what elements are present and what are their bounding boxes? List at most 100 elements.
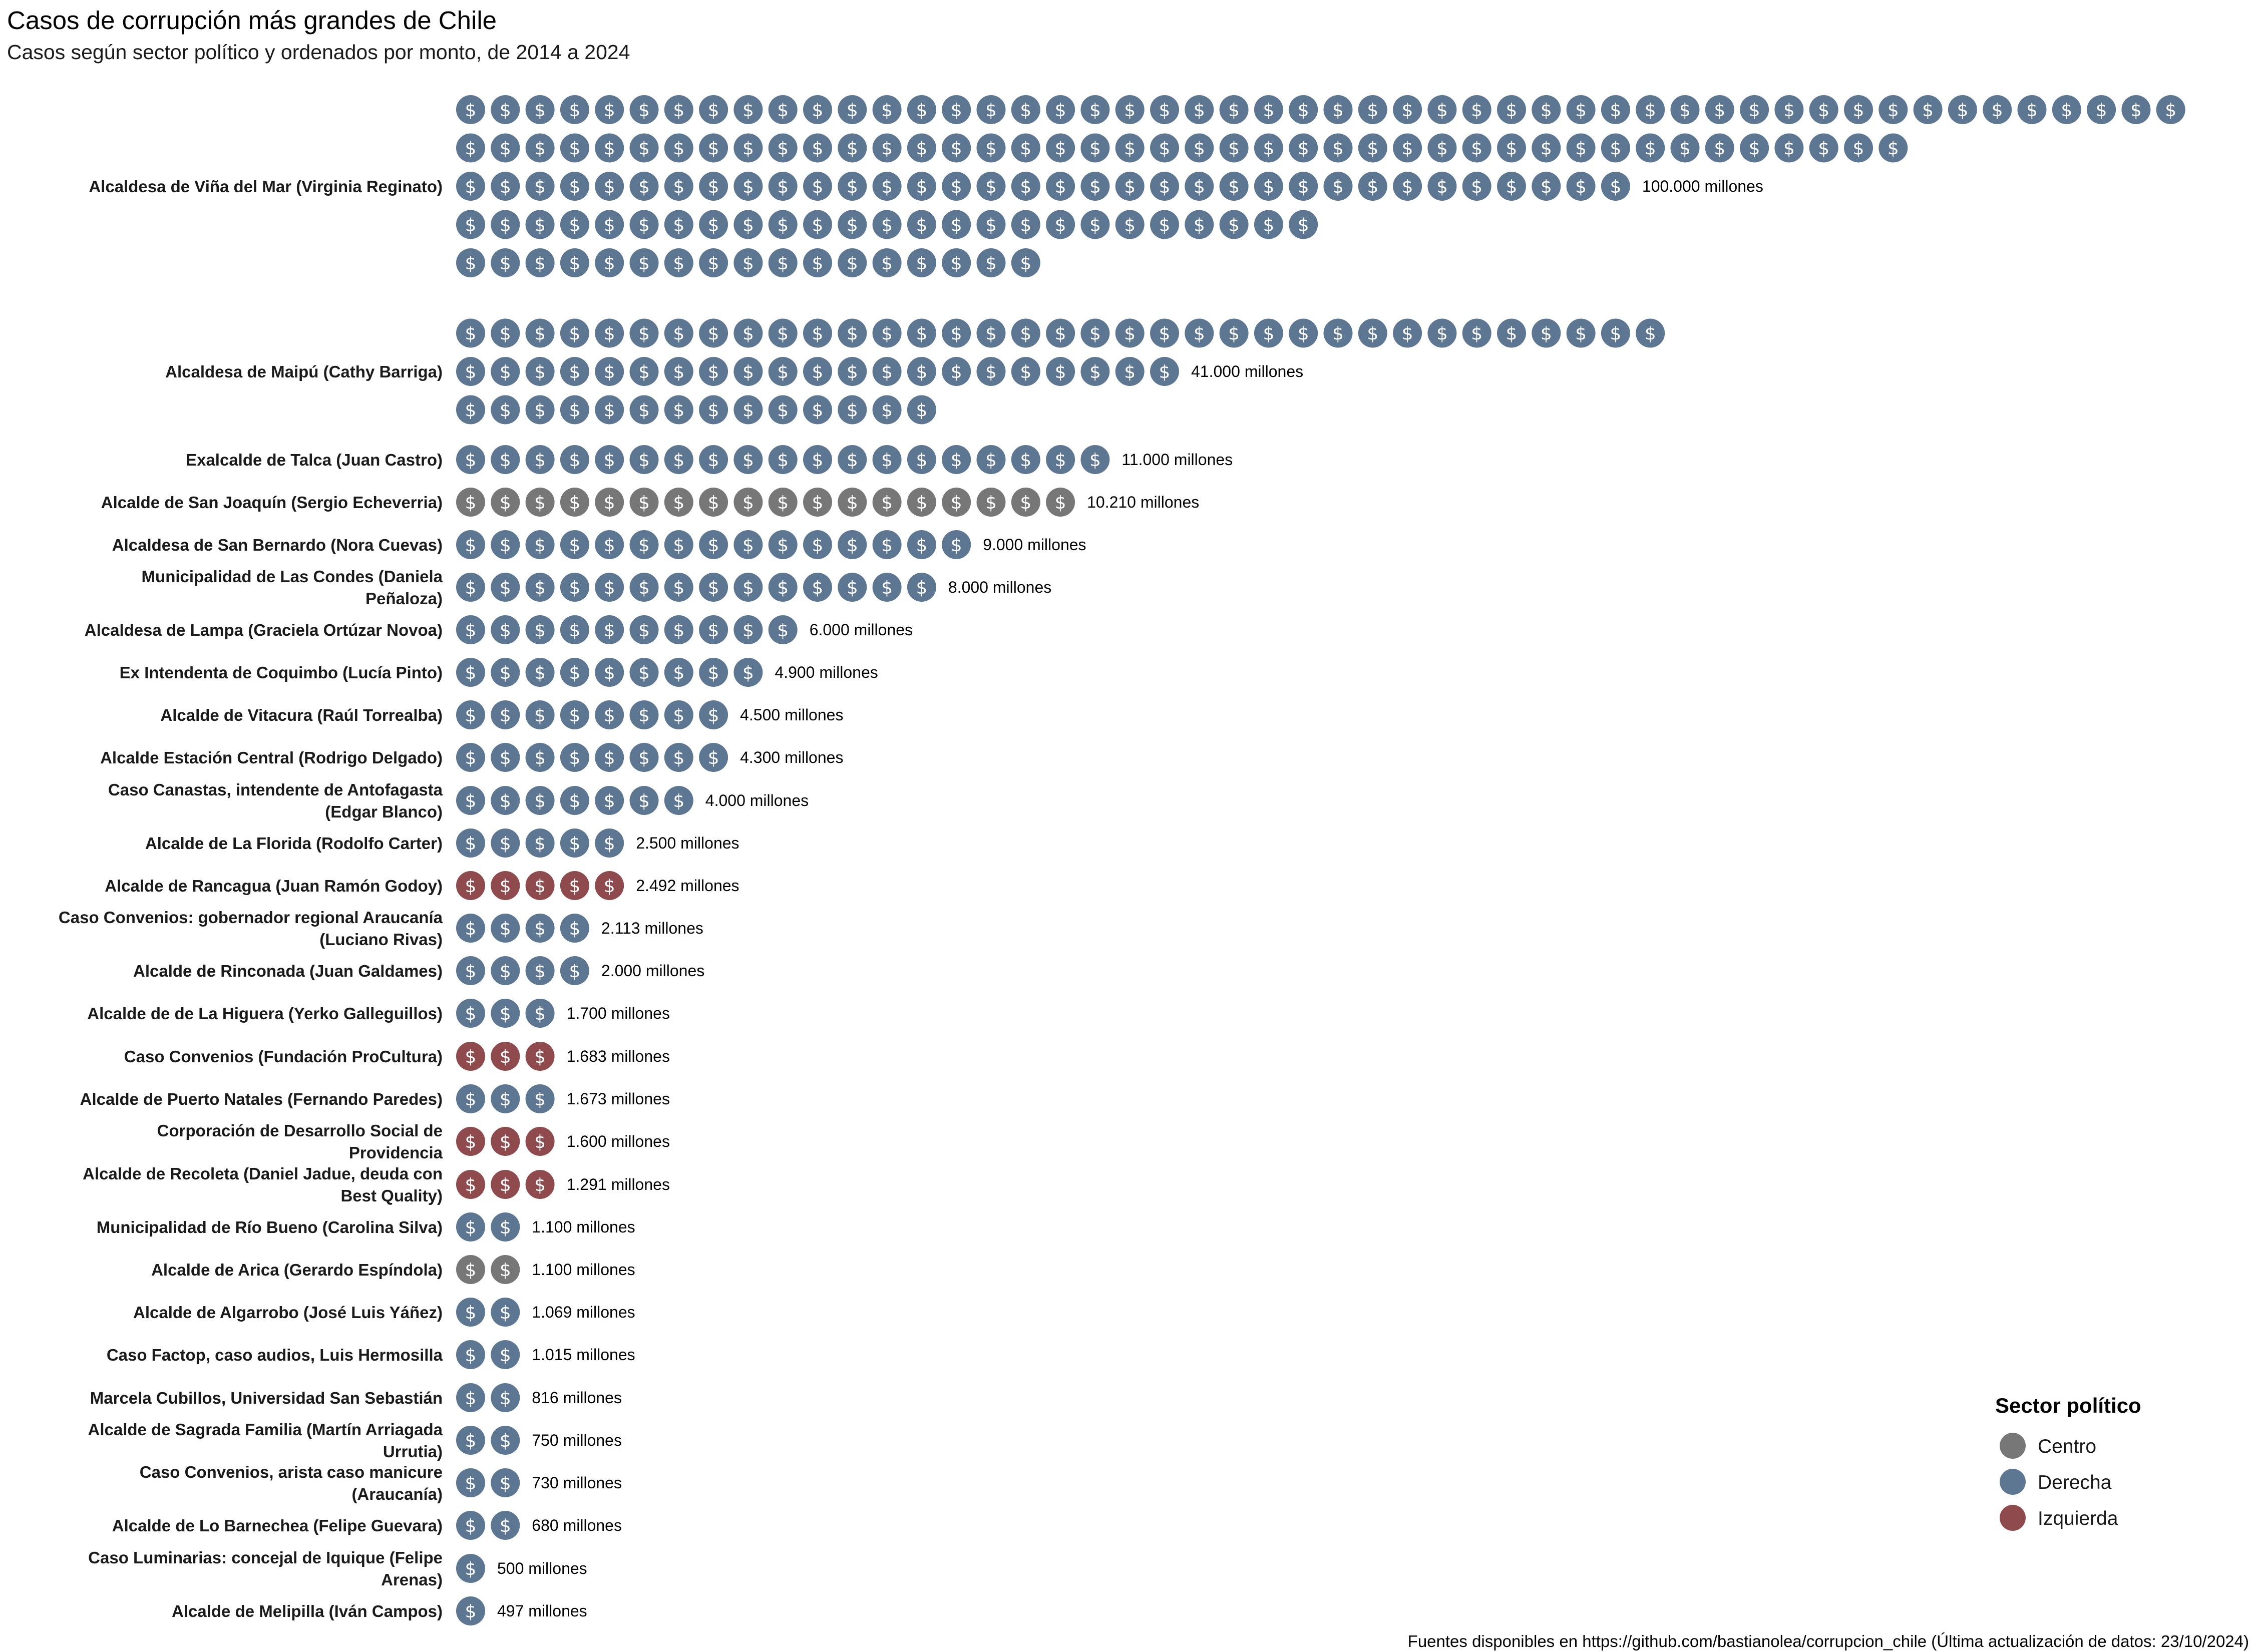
dollar-sign: $ [881,324,893,344]
dollar-sign: $ [638,620,650,641]
dollar-coin-icon [664,318,693,348]
dollar-sign: $ [1471,100,1482,121]
dollar-sign: $ [708,177,719,197]
dollar-sign: $ [638,450,650,471]
dollar-coin-icon [1393,133,1422,163]
dollar-coin-icon [768,95,798,124]
dollar-coin-icon [768,357,798,386]
dollar-sign: $ [812,362,824,382]
dollar-sign: $ [1575,177,1587,197]
dollar-sign: $ [985,362,997,382]
dollar-sign: $ [881,400,893,421]
dollar-sign: $ [673,620,684,641]
dollar-coin-icon [491,1212,520,1242]
dollar-coin-icon [525,488,555,517]
dollar-sign: $ [708,663,719,683]
dollar-sign: $ [985,177,997,197]
dollar-coin-icon [1358,318,1387,348]
dollar-coin-icon [595,210,624,239]
dollar-sign: $ [569,177,580,197]
legend-swatch [2000,1505,2026,1531]
dollar-coin-icon [629,395,659,425]
dollar-sign: $ [569,324,580,344]
dollar-coin-icon [1462,133,1491,163]
dollar-coin-icon [1115,95,1145,124]
dollar-sign: $ [1159,100,1171,121]
dollar-coin-icon [456,1170,485,1199]
amount-label: 1.100 millones [532,1261,635,1279]
dollar-sign: $ [604,748,615,768]
dollar-sign: $ [2165,100,2176,121]
dollar-sign: $ [1124,362,1136,382]
dollar-coin-icon [560,658,589,687]
dollar-coin-icon [491,1170,520,1199]
dollar-coin-icon [1532,172,1561,201]
dollar-sign: $ [465,1047,477,1067]
dollar-coin-icon [1601,318,1630,348]
dollar-sign: $ [1541,177,1552,197]
dollar-sign: $ [847,578,858,598]
dollar-sign: $ [1367,177,1378,197]
dollar-sign: $ [916,100,927,121]
dollar-coin-icon [942,95,971,124]
dollar-sign: $ [777,620,789,641]
dollar-coin-icon [1046,357,1075,386]
dollar-coin-icon [491,573,520,602]
dollar-coin-icon [1601,133,1630,163]
dollar-sign: $ [500,1004,511,1024]
amount-label: 730 millones [532,1474,622,1492]
dollar-sign: $ [465,450,477,471]
case-label: Alcalde de Rancagua (Juan Ramón Godoy) [105,877,443,895]
dollar-coin-icon [768,133,798,163]
dollar-coin-icon [768,172,798,201]
case-label: Alcalde de Recoleta (Daniel Jadue, deuda… [83,1164,443,1205]
case-label: Alcaldesa de Viña del Mar (Virginia Regi… [89,177,443,196]
dollar-sign: $ [534,177,546,197]
dollar-coin-icon [456,700,485,729]
amount-label: 2.113 millones [601,919,703,937]
dollar-sign: $ [951,100,962,121]
dollar-coin-icon [491,615,520,644]
dollar-coin-icon [838,172,867,201]
dollar-sign: $ [465,1559,477,1579]
dollar-coin-icon [629,133,659,163]
dollar-sign: $ [777,139,789,159]
dollar-coin-icon [1497,172,1526,201]
dollar-sign: $ [569,620,580,641]
dollar-sign: $ [673,663,684,683]
dollar-sign: $ [1124,139,1136,159]
dollar-coin-icon [942,318,971,348]
dollar-sign: $ [1298,100,1309,121]
dollar-coin-icon [456,1511,485,1540]
dollar-sign: $ [465,1473,477,1494]
dollar-coin-icon [1566,172,1596,201]
dollar-coin-icon [1150,133,1179,163]
dollar-coin-icon [1185,172,1214,201]
case-label-line: Alcalde de Recoleta (Daniel Jadue, deuda… [83,1164,443,1183]
dollar-sign: $ [708,450,719,471]
dollar-coin-icon [699,615,728,644]
dollar-coin-icon [1080,357,1110,386]
dollar-sign: $ [985,100,997,121]
dollar-coin-icon [733,95,763,124]
dollar-sign: $ [847,324,858,344]
dollar-coin-icon [803,95,832,124]
dollar-sign: $ [1194,177,1205,197]
dollar-coin-icon [525,530,555,559]
dollar-coin-icon [595,445,624,474]
dollar-coin-icon [699,210,728,239]
dollar-coin-icon [1879,95,1908,124]
amount-label: 1.291 millones [567,1175,670,1193]
dollar-sign: $ [1749,100,1760,121]
dollar-coin-icon [768,395,798,425]
dollar-coin-icon [595,133,624,163]
amount-label: 4.300 millones [740,748,843,766]
dollar-sign: $ [500,1431,511,1451]
dollar-coin-icon [1115,318,1145,348]
dollar-coin-icon [525,829,555,858]
case-row: $ $730 millones Caso Convenios, arista cas… [140,1463,622,1503]
dollar-sign: $ [500,1175,511,1195]
chart-subtitle: Casos según sector político y ordenados … [7,41,630,64]
case-label-line: Peñaloza) [365,589,443,608]
dollar-coin-icon [1532,318,1561,348]
